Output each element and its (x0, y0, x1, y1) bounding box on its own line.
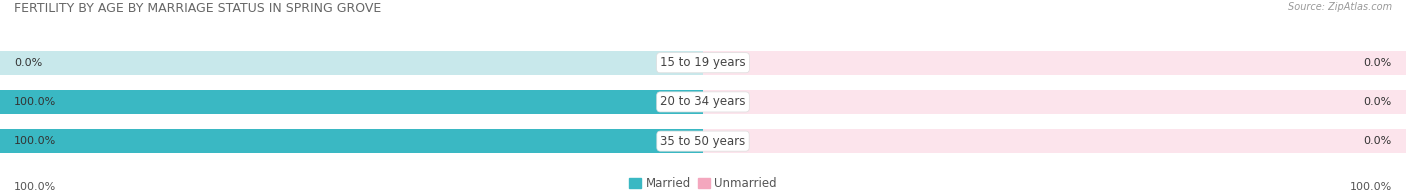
Text: 0.0%: 0.0% (1364, 97, 1392, 107)
Text: 100.0%: 100.0% (14, 182, 56, 192)
Text: FERTILITY BY AGE BY MARRIAGE STATUS IN SPRING GROVE: FERTILITY BY AGE BY MARRIAGE STATUS IN S… (14, 2, 381, 15)
Text: 20 to 34 years: 20 to 34 years (661, 95, 745, 108)
Bar (703, 51, 1406, 75)
Bar (0, 90, 703, 114)
Bar (0, 129, 703, 153)
Bar (0, 129, 703, 153)
Text: Source: ZipAtlas.com: Source: ZipAtlas.com (1288, 2, 1392, 12)
Text: 0.0%: 0.0% (1364, 136, 1392, 146)
Text: 100.0%: 100.0% (1350, 182, 1392, 192)
Text: 0.0%: 0.0% (1364, 58, 1392, 68)
Text: 15 to 19 years: 15 to 19 years (661, 56, 745, 69)
Bar (0, 90, 703, 114)
Text: 0.0%: 0.0% (14, 58, 42, 68)
Bar (703, 90, 1406, 114)
Bar (0, 51, 703, 75)
Text: 100.0%: 100.0% (14, 136, 56, 146)
Legend: Married, Unmarried: Married, Unmarried (628, 177, 778, 190)
Bar (703, 129, 1406, 153)
Text: 35 to 50 years: 35 to 50 years (661, 135, 745, 148)
Text: 100.0%: 100.0% (14, 97, 56, 107)
